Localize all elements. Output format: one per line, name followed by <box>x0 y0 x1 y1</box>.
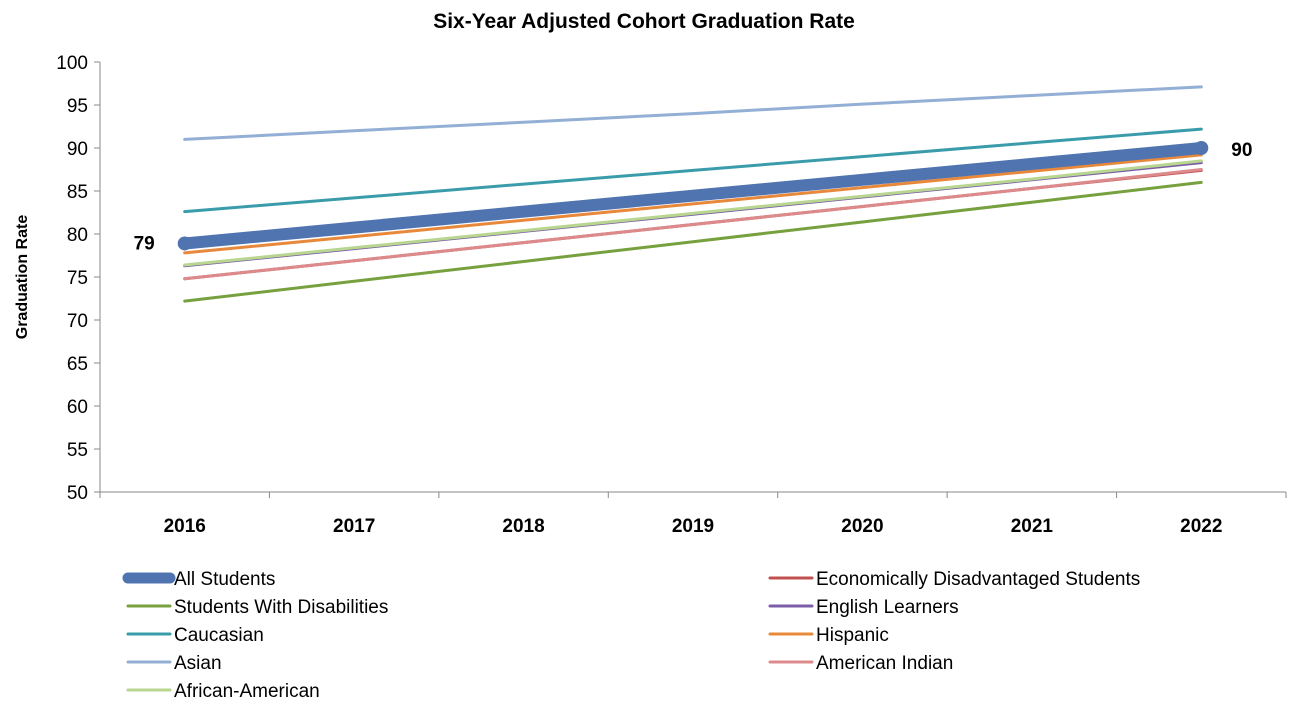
series-layer <box>178 85 1208 303</box>
legend-item-american-indian: American Indian <box>768 653 953 674</box>
x-tick-label: 2022 <box>1180 516 1222 537</box>
y-tick-label: 65 <box>67 354 88 375</box>
series-line-all-students <box>178 142 1208 250</box>
legend-label: Caucasian <box>174 625 264 646</box>
data-label-end: 90 <box>1231 140 1252 161</box>
y-tick-label: 90 <box>67 139 88 160</box>
y-tick-label: 55 <box>67 440 88 461</box>
x-tick-label: 2021 <box>1011 516 1054 537</box>
data-labels: 79 90 <box>134 140 1253 254</box>
legend-label: All Students <box>174 569 275 590</box>
legend-label: African-American <box>174 681 320 702</box>
legend-label: English Learners <box>816 597 959 618</box>
y-tick-label: 80 <box>67 225 88 246</box>
legend-item-asian: Asian <box>126 653 222 674</box>
legend: All Students Students With Disabilities Ca… <box>122 569 1140 702</box>
y-axis-label: Graduation Rate <box>14 215 31 340</box>
legend-label: Students With Disabilities <box>174 597 388 618</box>
y-tick-label: 95 <box>67 96 88 117</box>
legend-item-hispanic: Hispanic <box>768 625 889 646</box>
x-tick-label: 2017 <box>333 516 375 537</box>
legend-item-african-american: African-American <box>126 681 320 702</box>
legend-label: Hispanic <box>816 625 889 646</box>
x-tick-label: 2018 <box>502 516 544 537</box>
y-tick-label: 100 <box>56 53 88 74</box>
series-line-students-with-disabilities <box>183 180 1203 303</box>
y-tick-label: 85 <box>67 182 88 203</box>
y-tick-label: 60 <box>67 397 88 418</box>
all-students-point <box>1194 141 1209 155</box>
x-tick-label: 2020 <box>841 516 883 537</box>
series-line-asian <box>183 85 1203 141</box>
x-tick-label: 2019 <box>672 516 714 537</box>
legend-item-caucasian: Caucasian <box>126 625 264 646</box>
x-tick-label: 2016 <box>164 516 206 537</box>
series-line-hispanic <box>183 153 1203 255</box>
chart-title: Six-Year Adjusted Cohort Graduation Rate <box>433 10 855 33</box>
legend-item-students-with-disabilities: Students With Disabilities <box>126 597 388 618</box>
y-tick-label: 50 <box>67 483 88 504</box>
legend-label: Asian <box>174 653 222 674</box>
data-label-start: 79 <box>134 233 155 254</box>
legend-item-economically-disadvantaged-students: Economically Disadvantaged Students <box>768 569 1140 590</box>
series-line-american-indian <box>183 168 1203 281</box>
legend-label: Economically Disadvantaged Students <box>816 569 1140 590</box>
y-tick-label: 70 <box>67 311 88 332</box>
legend-item-all-students: All Students <box>122 569 275 590</box>
legend-label: American Indian <box>816 653 953 674</box>
y-tick-label: 75 <box>67 268 88 289</box>
legend-item-english-learners: English Learners <box>768 597 959 618</box>
axes: 50 55 60 65 70 75 80 85 90 95 100 2016 2017 2018 2019 2… <box>56 53 1287 537</box>
all-students-point <box>177 236 192 251</box>
series-line-african-american <box>183 159 1203 267</box>
series-line-caucasian <box>183 127 1203 214</box>
